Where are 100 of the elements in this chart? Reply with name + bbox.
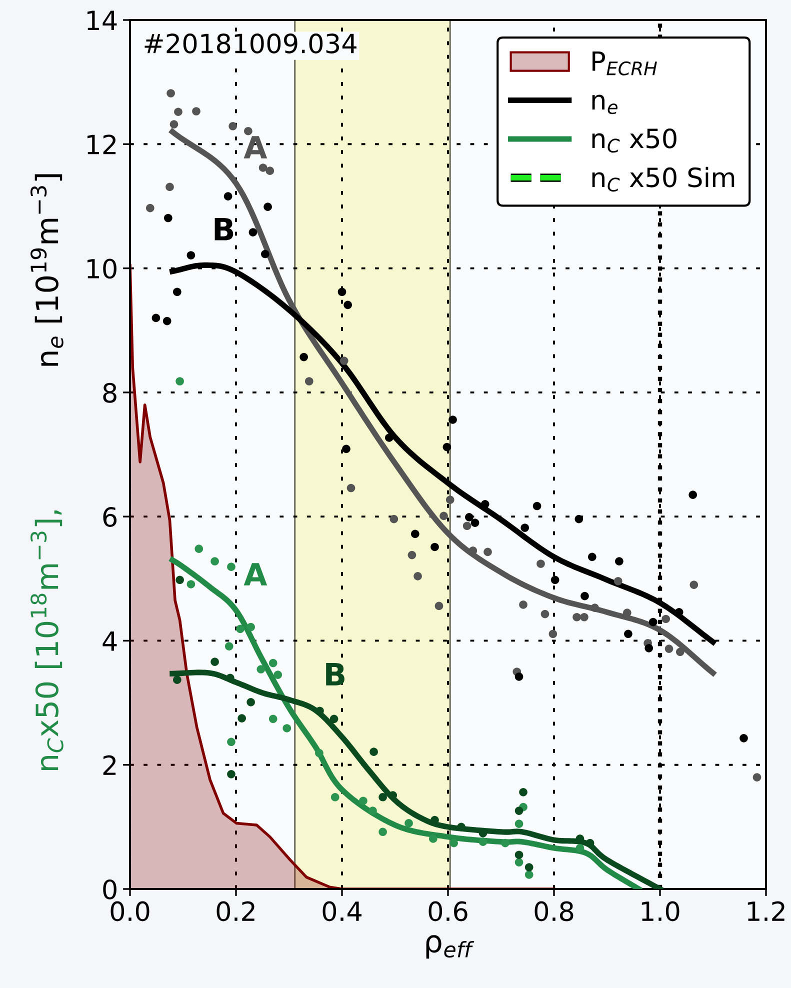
point: [450, 838, 458, 848]
point: [480, 500, 490, 508]
point: [268, 658, 278, 668]
point: [176, 576, 184, 584]
point: [260, 250, 270, 258]
point: [590, 604, 599, 612]
y-tick-label: 10: [88, 258, 116, 279]
y-tick-label: 8: [103, 382, 116, 403]
point: [330, 792, 340, 802]
point: [342, 444, 350, 454]
point: [470, 518, 480, 527]
point: [385, 434, 394, 442]
point: [519, 788, 528, 796]
point: [540, 610, 550, 618]
point: [588, 552, 596, 562]
point: [390, 514, 398, 524]
y-tick-label: 0: [103, 879, 116, 900]
x-tick-label: 0.6: [428, 901, 468, 922]
y-tick-label: 2: [103, 755, 116, 775]
point: [227, 562, 236, 572]
point: [338, 288, 346, 296]
point: [457, 822, 466, 832]
annotation: #20181009.034: [144, 34, 356, 54]
point: [408, 550, 416, 560]
point: [170, 120, 178, 128]
legend-label: P$_{ECRH}$: [592, 52, 657, 76]
annotation: B: [326, 663, 344, 686]
point: [478, 838, 488, 846]
point: [246, 698, 256, 706]
annotation: A: [244, 563, 268, 586]
point: [644, 644, 654, 652]
point: [440, 512, 448, 520]
point: [166, 89, 175, 98]
point: [548, 630, 558, 638]
legend-label: n$_{e}$: [592, 94, 618, 114]
point: [414, 572, 422, 580]
point: [648, 618, 658, 626]
point: [615, 557, 624, 566]
y-tick-label: 4: [102, 632, 117, 651]
point: [514, 806, 524, 815]
point: [268, 714, 278, 724]
point: [164, 214, 172, 222]
x-tick-label: 0.0: [110, 901, 150, 922]
point: [514, 672, 524, 681]
point: [256, 665, 266, 674]
point: [162, 316, 172, 326]
x-tick-label: 0.2: [216, 901, 254, 922]
point: [227, 738, 236, 746]
point: [404, 819, 413, 828]
point: [410, 530, 420, 538]
point: [448, 416, 457, 424]
point: [344, 300, 352, 310]
point: [446, 496, 454, 504]
point: [248, 228, 258, 236]
point: [462, 522, 472, 530]
point: [580, 612, 588, 622]
point: [236, 624, 244, 634]
x-tick-label: 1.0: [642, 901, 680, 922]
point: [501, 838, 510, 848]
x-tick-label: 0.8: [534, 901, 574, 922]
point: [484, 548, 492, 556]
point: [346, 484, 356, 492]
point: [246, 622, 256, 632]
point: [340, 356, 348, 365]
point: [430, 542, 439, 552]
point: [378, 792, 387, 802]
point: [152, 314, 160, 322]
point: [520, 524, 530, 532]
point: [258, 164, 268, 172]
point: [428, 834, 438, 843]
point: [524, 870, 534, 879]
point: [266, 166, 274, 175]
point: [368, 806, 377, 815]
point: [224, 192, 232, 200]
point: [614, 576, 622, 586]
point: [370, 748, 378, 756]
point: [192, 107, 200, 116]
point: [300, 352, 308, 362]
point: [442, 442, 452, 452]
point: [176, 377, 184, 386]
point: [304, 377, 314, 386]
point: [330, 714, 338, 724]
point: [186, 580, 196, 588]
point: [274, 670, 282, 680]
point: [576, 844, 584, 852]
point: [514, 850, 524, 860]
text: n$_{C}$x50 [10$^{18}$m$^{−3}$],: [30, 510, 64, 770]
point: [622, 608, 632, 617]
point: [536, 560, 545, 568]
y-tick-label: 6: [103, 507, 117, 527]
point: [146, 204, 154, 212]
point: [662, 614, 670, 624]
point: [228, 122, 237, 130]
point: [572, 612, 581, 622]
point: [210, 658, 219, 666]
y-axis-title: n$_{e}$ [10$^{19}$m$^{−3}$]: [30, 174, 64, 366]
x-axis-title: ρ$_{eff}$: [426, 935, 474, 959]
point: [514, 820, 524, 828]
point: [174, 108, 182, 116]
point: [359, 796, 368, 806]
